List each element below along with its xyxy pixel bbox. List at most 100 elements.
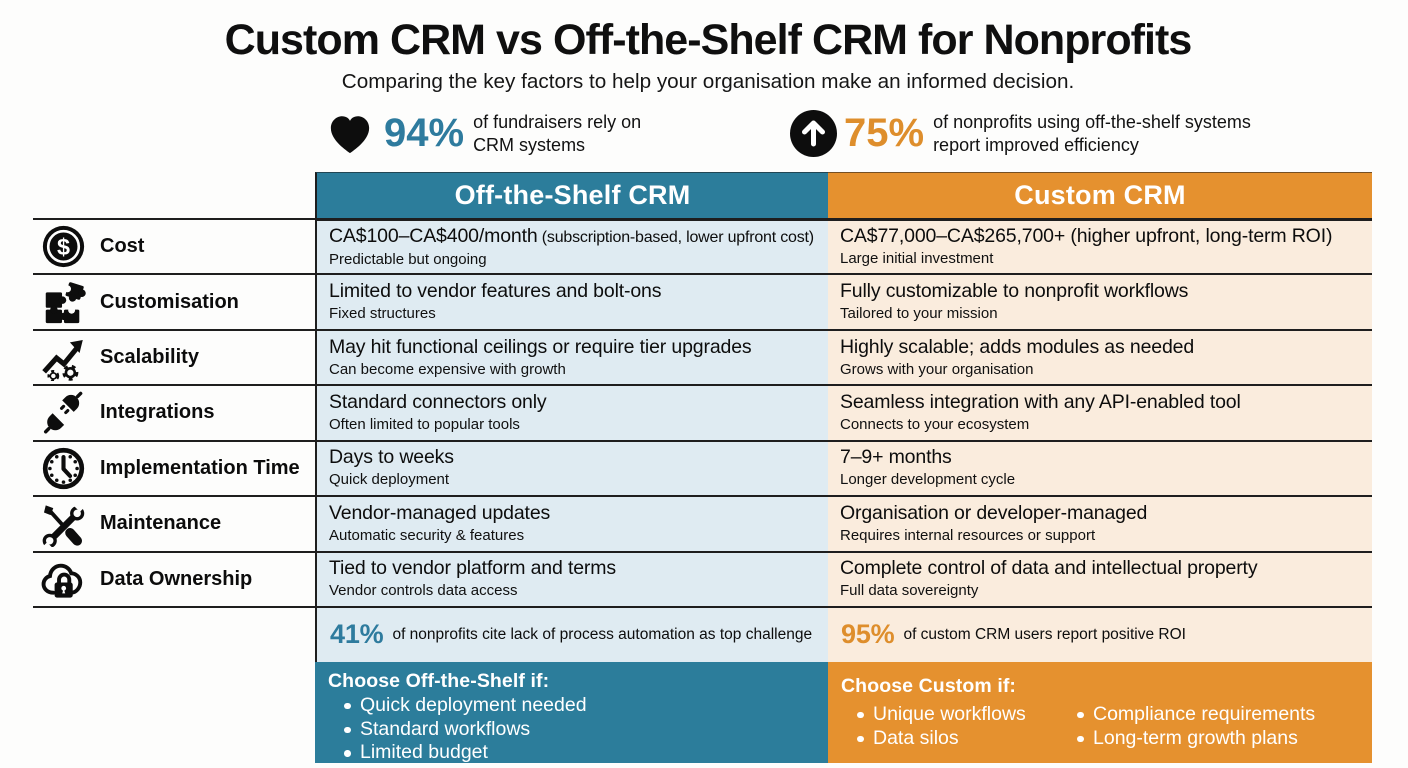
cell-sub-text: Connects to your ecosystem (840, 415, 1030, 433)
cell-customisation-shelf: Limited to vendor features and bolt-ons … (315, 273, 828, 329)
stat-row-roi: 95% of custom CRM users report positive … (828, 605, 1372, 662)
cell-main-text: Complete control of data and intellectua… (840, 557, 1258, 580)
row-label-text: Data Ownership (100, 567, 253, 590)
cell-sub-text: Large initial investment (840, 250, 994, 268)
page-subtitle: Comparing the key factors to help your o… (341, 70, 1075, 93)
stat-efficiency: 75% of nonprofits using off-the-shelf sy… (789, 109, 1251, 158)
page-title: Custom CRM vs Off-the-Shelf CRM for Nonp… (224, 16, 1193, 64)
cell-sub-text: Automatic security & features (329, 526, 525, 544)
custom-bullets-col1: Unique workflows Data silos (841, 703, 1061, 750)
cell-sub-text: Can become expensive with growth (329, 360, 566, 378)
column-header-custom: Custom CRM (828, 172, 1372, 218)
cell-main-text: Highly scalable; adds modules as needed (840, 335, 1195, 358)
custom-bullets-col2: Compliance requirements Long-term growth… (1061, 703, 1315, 750)
stat-fundraisers: 94% of fundraisers rely on CRM systems (327, 109, 641, 158)
cell-main-text: CA$100–CA$400/month (329, 224, 538, 247)
stat-text-line2: report improved efficiency (933, 134, 1139, 155)
stat-95-text: of custom CRM users report positive ROI (903, 625, 1186, 643)
cell-main-text: Organisation or developer-managed (840, 501, 1148, 524)
blocks-spacer (33, 662, 315, 763)
cell-main-text: Fully customizable to nonprofit workflow… (840, 280, 1189, 303)
cell-note-text: (subscription-based, lower upfront cost) (537, 228, 814, 246)
cell-sub-text: Often limited to popular tools (329, 415, 520, 433)
cell-sub-text: Full data sovereignty (840, 582, 979, 600)
stats-row-spacer (33, 605, 315, 662)
stat-41-text: of nonprofits cite lack of process autom… (392, 625, 813, 643)
cell-ownership-shelf: Tied to vendor platform and terms Vendor… (315, 550, 828, 606)
cell-main-text: May hit functional ceilings or require t… (329, 335, 752, 358)
row-label-customisation: Customisation (33, 273, 315, 328)
row-label-text: Maintenance (100, 512, 222, 535)
cell-main-text: 7–9+ months (840, 446, 952, 469)
stat-text-fundraisers: of fundraisers rely on CRM systems (473, 111, 641, 157)
cell-scalability-shelf: May hit functional ceilings or require t… (315, 328, 828, 385)
cell-sub-text: Fixed structures (329, 305, 436, 323)
cell-sub-text: Tailored to your mission (840, 305, 998, 323)
stat-value-94: 94% (384, 111, 465, 155)
cell-sub-text: Longer development cycle (840, 471, 1016, 489)
row-label-text: Implementation Time (100, 456, 300, 479)
heart-icon (330, 115, 370, 153)
arrow-up-circle-icon (790, 110, 837, 157)
choose-custom-heading: Choose Custom if: (841, 674, 1017, 697)
row-label-implementation-time: Implementation Time (33, 439, 315, 495)
comparison-table: Off-the-Shelf CRM Custom CRM $ Cost CA$1… (33, 172, 1372, 763)
stat-value-75: 75% (844, 111, 925, 155)
cell-sub-text: Grows with your organisation (840, 360, 1034, 378)
cell-maintenance-custom: Organisation or developer-managed Requir… (828, 495, 1372, 551)
stat-95-value: 95% (841, 619, 895, 650)
cell-cost-custom: CA$77,000–CA$265,700+ (higher upfront, l… (828, 218, 1372, 274)
header-spacer (33, 172, 315, 218)
row-label-maintenance: Maintenance (33, 495, 315, 550)
cell-implementation-custom: 7–9+ months Longer development cycle (828, 439, 1372, 496)
bullet-item: Data silos (841, 727, 1061, 751)
puzzle-icon (40, 279, 86, 325)
cell-main-text: Tied to vendor platform and terms (329, 557, 616, 580)
cell-sub-text: Quick deployment (329, 471, 450, 489)
cell-maintenance-shelf: Vendor-managed updates Automatic securit… (315, 495, 828, 551)
dollar-circle-icon: $ (40, 224, 86, 270)
row-label-text: Scalability (100, 346, 199, 369)
cell-main-text: Standard connectors only (329, 390, 547, 413)
cell-cost-shelf: CA$100–CA$400/month (subscription-based,… (315, 218, 828, 274)
row-label-data-ownership: Data Ownership (33, 550, 315, 606)
row-label-scalability: Scalability (33, 328, 315, 384)
cell-main-text: CA$77,000–CA$265,700+ (higher upfront, l… (840, 225, 1333, 248)
cell-main-text: Vendor-managed updates (329, 501, 551, 524)
choose-off-the-shelf-block: Choose Off-the-Shelf if: Quick deploymen… (315, 661, 828, 765)
cell-sub-text: Vendor controls data access (329, 582, 518, 600)
off-the-shelf-bullets: Quick deployment needed Standard workflo… (328, 694, 828, 765)
stat-text-line1: of fundraisers rely on (473, 111, 642, 132)
cell-ownership-custom: Complete control of data and intellectua… (828, 550, 1372, 606)
bullet-item: Quick deployment needed (328, 694, 828, 718)
stat-text-line1: of nonprofits using off-the-shelf system… (933, 111, 1251, 132)
growth-gears-icon (40, 335, 86, 381)
bullet-item: Limited budget (328, 741, 828, 765)
dollar-glyph: $ (56, 234, 69, 260)
choose-off-the-shelf-heading: Choose Off-the-Shelf if: (328, 669, 550, 692)
column-header-off-the-shelf: Off-the-Shelf CRM (315, 172, 828, 218)
bullet-item: Unique workflows (841, 703, 1061, 727)
cell-sub-text: Predictable but ongoing (329, 250, 487, 268)
row-label-cost: $ Cost (33, 218, 315, 273)
stat-text-line2: CRM systems (473, 134, 586, 155)
cell-integrations-shelf: Standard connectors only Often limited t… (315, 384, 828, 440)
bullet-item: Compliance requirements (1061, 703, 1315, 727)
cell-scalability-custom: Highly scalable; adds modules as needed … (828, 328, 1372, 385)
tools-icon (40, 500, 86, 547)
cell-customisation-custom: Fully customizable to nonprofit workflow… (828, 273, 1372, 329)
cell-main-text: Limited to vendor features and bolt-ons (329, 280, 662, 303)
cell-sub-text: Requires internal resources or support (840, 526, 1096, 544)
cell-main-text: Seamless integration with any API-enable… (840, 390, 1241, 413)
cell-implementation-shelf: Days to weeks Quick deployment (315, 439, 828, 496)
row-label-text: Customisation (100, 290, 239, 313)
stat-text-efficiency: of nonprofits using off-the-shelf system… (933, 111, 1251, 157)
row-label-text: Cost (100, 235, 145, 258)
bullet-item: Long-term growth plans (1061, 727, 1315, 751)
bullet-item: Standard workflows (328, 718, 828, 742)
cell-integrations-custom: Seamless integration with any API-enable… (828, 384, 1372, 440)
row-label-text: Integrations (100, 401, 215, 424)
row-label-integrations: Integrations (33, 384, 315, 439)
stat-row-automation: 41% of nonprofits cite lack of process a… (315, 605, 828, 662)
